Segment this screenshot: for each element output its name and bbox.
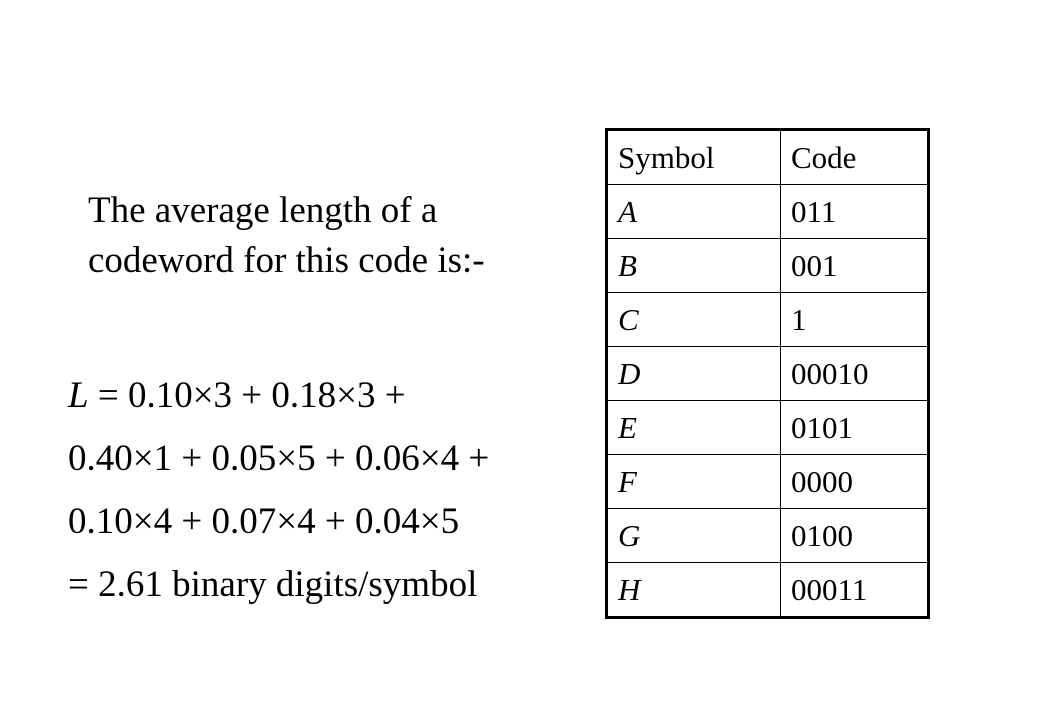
formula-line-1: L = 0.10×3 + 0.18×3 + — [68, 364, 489, 427]
symbol-cell: A — [606, 184, 781, 239]
formula-line-1-rest: = 0.10×3 + 0.18×3 + — [88, 375, 406, 416]
table-row: A 011 — [606, 184, 929, 239]
average-length-formula: L = 0.10×3 + 0.18×3 + 0.40×1 + 0.05×5 + … — [68, 364, 489, 616]
table-row: B 001 — [606, 238, 929, 293]
formula-line-2: 0.40×1 + 0.05×5 + 0.06×4 + — [68, 438, 490, 479]
formula-result: = 2.61 binary digits/symbol — [68, 564, 478, 605]
symbol-cell: F — [606, 454, 781, 509]
code-cell: 001 — [780, 238, 929, 293]
table-row: G 0100 — [606, 508, 929, 563]
code-cell: 00011 — [780, 562, 929, 618]
symbol-cell: B — [606, 238, 781, 293]
code-cell: 00010 — [780, 346, 929, 401]
code-cell: 011 — [780, 184, 929, 239]
code-cell: 0000 — [780, 454, 929, 509]
table-row: D 00010 — [606, 346, 929, 401]
header-symbol: Symbol — [606, 129, 781, 185]
formula-variable: L — [68, 375, 89, 416]
table-header-row: Symbol Code — [606, 129, 929, 185]
code-cell: 1 — [780, 292, 929, 347]
formula-line-3: 0.10×4 + 0.07×4 + 0.04×5 — [68, 501, 460, 542]
table-row: C 1 — [606, 292, 929, 347]
code-cell: 0100 — [780, 508, 929, 563]
table-row: E 0101 — [606, 400, 929, 455]
symbol-cell: H — [606, 562, 781, 618]
symbol-cell: E — [606, 400, 781, 455]
symbol-cell: C — [606, 292, 781, 347]
symbol-cell: G — [606, 508, 781, 563]
table-row: F 0000 — [606, 454, 929, 509]
header-code: Code — [780, 129, 929, 185]
symbol-cell: D — [606, 346, 781, 401]
intro-line-2: codeword for this code is:- — [88, 240, 485, 281]
intro-line-1: The average length of a — [88, 190, 438, 231]
table-row: H 00011 — [606, 562, 929, 618]
code-cell: 0101 — [780, 400, 929, 455]
code-table: Symbol Code A 011 B 001 C 1 D 00010 E 01… — [605, 128, 930, 619]
intro-text: The average length of a codeword for thi… — [88, 186, 485, 286]
